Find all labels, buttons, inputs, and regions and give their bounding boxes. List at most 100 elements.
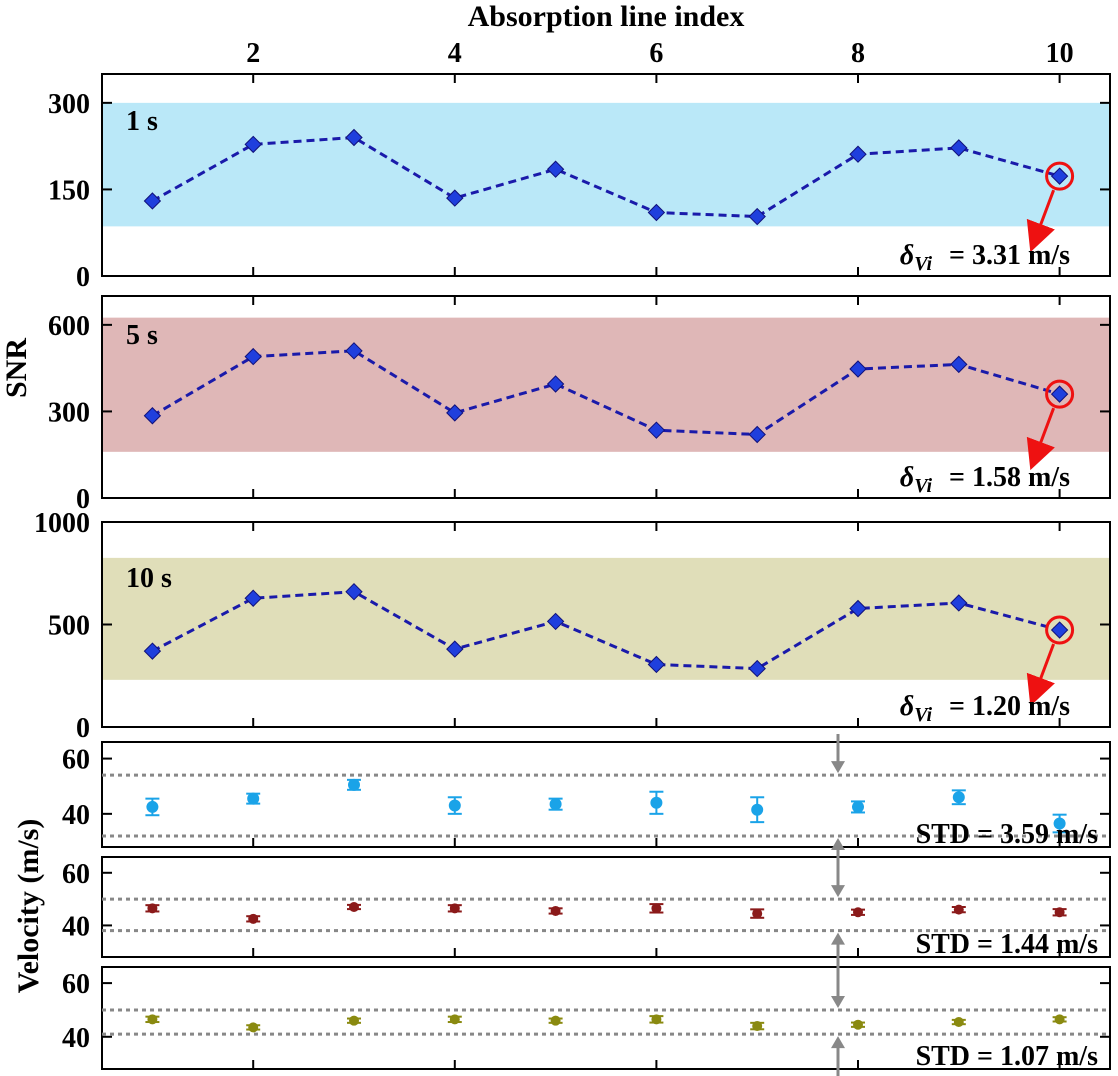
snr-point bbox=[1050, 167, 1069, 185]
snr-point bbox=[244, 347, 262, 366]
panel-label: 10 s bbox=[126, 563, 172, 594]
velocity-point bbox=[751, 803, 764, 816]
y-tick-label: 40 bbox=[62, 911, 90, 942]
spread-arrowhead-up bbox=[831, 837, 845, 850]
top-tick-label: 6 bbox=[649, 38, 663, 69]
panel-frame bbox=[101, 73, 1111, 277]
snr-point bbox=[345, 342, 363, 360]
spread-arrowhead-down bbox=[831, 885, 845, 898]
highlight-circle bbox=[1045, 379, 1075, 409]
snr-point bbox=[748, 207, 766, 226]
velocity-point bbox=[852, 800, 864, 813]
spread-arrowhead-up bbox=[831, 932, 845, 945]
snr-point bbox=[1050, 385, 1069, 403]
snr-point bbox=[748, 425, 766, 444]
velocity-point bbox=[752, 908, 763, 919]
velocity-point bbox=[953, 904, 964, 915]
velocity-point bbox=[853, 907, 863, 918]
snr-point bbox=[950, 355, 968, 374]
delta-annotation: δVi = 1.58 m/s bbox=[900, 462, 1070, 497]
snr-band bbox=[102, 102, 1110, 227]
velocity-1s-panel: 40 60 STD = 3.59 m/s bbox=[62, 734, 1111, 855]
y-tick-label: 40 bbox=[62, 1023, 90, 1054]
y-tick-label: 600 bbox=[48, 311, 90, 342]
snr-point bbox=[849, 360, 867, 378]
velocity-point bbox=[550, 905, 561, 916]
velocity-point bbox=[146, 800, 159, 813]
y-tick-label: 0 bbox=[76, 262, 90, 293]
snr-point bbox=[647, 203, 666, 222]
panel-frame bbox=[101, 741, 1111, 848]
top-tick-label: 4 bbox=[448, 38, 462, 69]
snr-point bbox=[244, 589, 262, 607]
velocity-point bbox=[147, 903, 158, 914]
top-tick-label: 10 bbox=[1046, 38, 1074, 69]
snr-band bbox=[102, 557, 1110, 680]
snr-point bbox=[546, 612, 565, 631]
snr-point bbox=[1050, 621, 1069, 639]
top-tick-label: 2 bbox=[246, 38, 260, 69]
velocity-point bbox=[449, 1014, 460, 1025]
snr-axis-label: SNR bbox=[0, 338, 33, 398]
spread-arrowhead-down bbox=[831, 761, 845, 774]
y-tick-label: 300 bbox=[48, 397, 90, 428]
snr-point bbox=[950, 139, 968, 157]
delta-annotation: δVi = 3.31 m/s bbox=[900, 240, 1070, 275]
velocity-point bbox=[1054, 907, 1065, 918]
delta-annotation: δVi = 1.20 m/s bbox=[900, 691, 1070, 726]
velocity-point bbox=[650, 796, 663, 809]
y-tick-label: 0 bbox=[76, 713, 90, 744]
snr-point bbox=[546, 375, 565, 393]
velocity-point bbox=[550, 1015, 561, 1026]
velocity-point bbox=[953, 1017, 964, 1028]
std-annotation: STD = 3.59 m/s bbox=[916, 819, 1099, 850]
snr-band bbox=[102, 317, 1110, 452]
panel-label: 5 s bbox=[126, 320, 158, 351]
std-annotation: STD = 1.07 m/s bbox=[916, 1041, 1099, 1072]
highlight-arrow bbox=[1026, 189, 1056, 253]
std-annotation: STD = 1.44 m/s bbox=[916, 929, 1099, 960]
top-tick-label: 8 bbox=[851, 38, 865, 69]
y-tick-label: 60 bbox=[62, 745, 90, 776]
velocity-point bbox=[247, 792, 260, 805]
snr-point bbox=[647, 655, 666, 674]
velocity-point bbox=[651, 903, 662, 914]
y-tick-label: 300 bbox=[48, 89, 90, 120]
snr-point bbox=[849, 145, 867, 163]
velocity-point bbox=[1054, 1014, 1065, 1025]
velocity-point bbox=[952, 791, 965, 804]
velocity-point bbox=[248, 1022, 259, 1033]
velocity-point bbox=[349, 1015, 359, 1026]
highlight-circle bbox=[1045, 615, 1075, 645]
snr-5s-panel: 0 300 600 5 s δVi = 1.58 m/s bbox=[48, 295, 1111, 515]
velocity-point bbox=[147, 1014, 158, 1025]
spread-arrowhead-up bbox=[831, 1036, 845, 1049]
panel-frame bbox=[101, 295, 1111, 499]
highlight-arrow bbox=[1026, 407, 1056, 471]
highlight-arrow bbox=[1026, 643, 1056, 707]
snr-point bbox=[849, 599, 867, 618]
y-tick-label: 40 bbox=[62, 800, 90, 831]
snr-series-line bbox=[151, 590, 1060, 671]
snr-point bbox=[546, 160, 565, 178]
velocity-point bbox=[348, 778, 360, 791]
velocity-point bbox=[549, 798, 562, 811]
snr-point bbox=[345, 582, 363, 601]
snr-point bbox=[345, 128, 363, 147]
velocity-10s-panel: 40 60 STD = 1.07 m/s bbox=[62, 959, 1111, 1076]
snr-point bbox=[446, 189, 464, 207]
snr-point bbox=[143, 407, 162, 425]
velocity-5s-panel: 40 60 STD = 1.44 m/s bbox=[62, 849, 1111, 965]
panel-label: 1 s bbox=[126, 106, 158, 137]
snr-point bbox=[748, 659, 766, 678]
highlight-circle bbox=[1045, 161, 1075, 191]
spread-arrowhead-down bbox=[831, 995, 845, 1008]
snr-1s-panel: 0 150 300 1 s δVi = 3.31 m/s bbox=[48, 73, 1111, 293]
y-tick-label: 150 bbox=[48, 175, 90, 206]
velocity-point bbox=[449, 903, 460, 914]
panel-frame bbox=[101, 966, 1111, 1070]
y-tick-label: 60 bbox=[62, 859, 90, 890]
panel-frame bbox=[101, 856, 1111, 958]
y-tick-label: 500 bbox=[48, 611, 90, 642]
